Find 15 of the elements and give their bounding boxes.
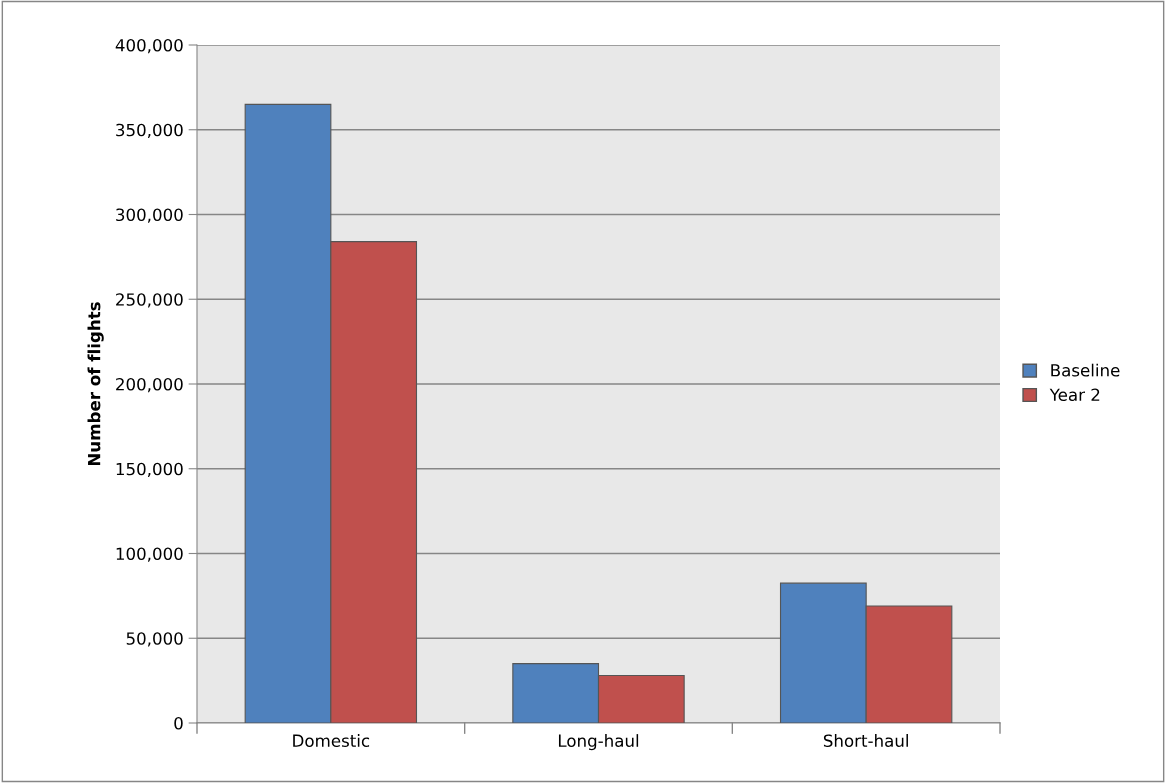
y-tick-label: 250,000 xyxy=(116,293,183,308)
y-tick-label: 50,000 xyxy=(126,632,183,647)
x-tick-label: Short-haul xyxy=(823,734,908,748)
y-tick-label: 100,000 xyxy=(116,547,183,562)
legend-label: Baseline xyxy=(1051,363,1120,377)
y-tick-label: 300,000 xyxy=(116,208,183,223)
y-tick-label: 0 xyxy=(174,716,183,730)
legend-label: Year 2 xyxy=(1049,388,1100,402)
y-tick-label: 200,000 xyxy=(116,377,183,393)
y-tick-label: 150,000 xyxy=(116,462,183,478)
x-tick-label: Long-haul xyxy=(558,734,639,751)
x-tick-label: Domestic xyxy=(293,734,370,748)
y-axis-title: Number of flights xyxy=(87,302,104,466)
y-tick-label: 350,000 xyxy=(116,123,183,139)
y-tick-label: 400,000 xyxy=(115,38,183,54)
